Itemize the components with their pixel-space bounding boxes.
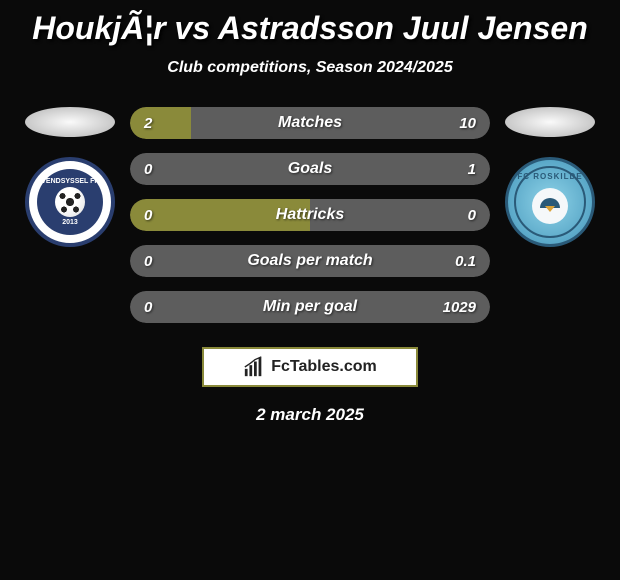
soccer-ball-icon — [55, 187, 85, 217]
page-title: HoukjÃ¦r vs Astradsson Juul Jensen — [0, 10, 620, 47]
stat-label: Min per goal — [263, 298, 357, 316]
branding-badge: FcTables.com — [202, 347, 418, 387]
player-photo-left — [25, 107, 115, 137]
stat-value-left: 2 — [144, 115, 152, 132]
stat-value-right: 0 — [468, 207, 476, 224]
stat-value-left: 0 — [144, 253, 152, 270]
stat-bar: 0 Goals 1 — [130, 153, 490, 185]
left-side: VENDSYSSEL FF 2013 — [20, 107, 120, 247]
chart-icon — [243, 356, 265, 378]
stat-bar: 2 Matches 10 — [130, 107, 490, 139]
stat-label: Hattricks — [276, 206, 344, 224]
stat-bar: 0 Min per goal 1029 — [130, 291, 490, 323]
crest-right-inner: FC ROSKILDE — [514, 166, 586, 238]
stat-label: Matches — [278, 114, 342, 132]
stat-label: Goals per match — [247, 252, 372, 270]
club-crest-right: FC ROSKILDE — [505, 157, 595, 247]
stat-value-right: 1 — [468, 161, 476, 178]
subtitle: Club competitions, Season 2024/2025 — [0, 59, 620, 77]
crest-left-year: 2013 — [62, 219, 78, 226]
comparison-row: VENDSYSSEL FF 2013 2 Matches 10 0 Goals … — [0, 107, 620, 323]
stat-value-right: 0.1 — [455, 253, 476, 270]
comparison-widget: HoukjÃ¦r vs Astradsson Juul Jensen Club … — [0, 0, 620, 435]
stat-value-right: 1029 — [443, 299, 476, 316]
bar-fill-left — [130, 107, 191, 139]
club-crest-left: VENDSYSSEL FF 2013 — [25, 157, 115, 247]
crest-left-name: VENDSYSSEL FF — [41, 178, 98, 185]
stat-label: Goals — [288, 160, 332, 178]
stat-bar: 0 Hattricks 0 — [130, 199, 490, 231]
crest-left-inner: VENDSYSSEL FF 2013 — [37, 169, 103, 235]
stat-bars: 2 Matches 10 0 Goals 1 0 Hattricks 0 0 G… — [130, 107, 490, 323]
eagle-icon — [532, 188, 568, 224]
stat-value-left: 0 — [144, 207, 152, 224]
player-photo-right — [505, 107, 595, 137]
footer-date: 2 march 2025 — [0, 405, 620, 425]
branding-text: FcTables.com — [271, 358, 377, 376]
right-side: FC ROSKILDE — [500, 107, 600, 247]
crest-right-name: FC ROSKILDE — [517, 172, 582, 181]
stat-value-right: 10 — [459, 115, 476, 132]
stat-value-left: 0 — [144, 299, 152, 316]
stat-value-left: 0 — [144, 161, 152, 178]
stat-bar: 0 Goals per match 0.1 — [130, 245, 490, 277]
